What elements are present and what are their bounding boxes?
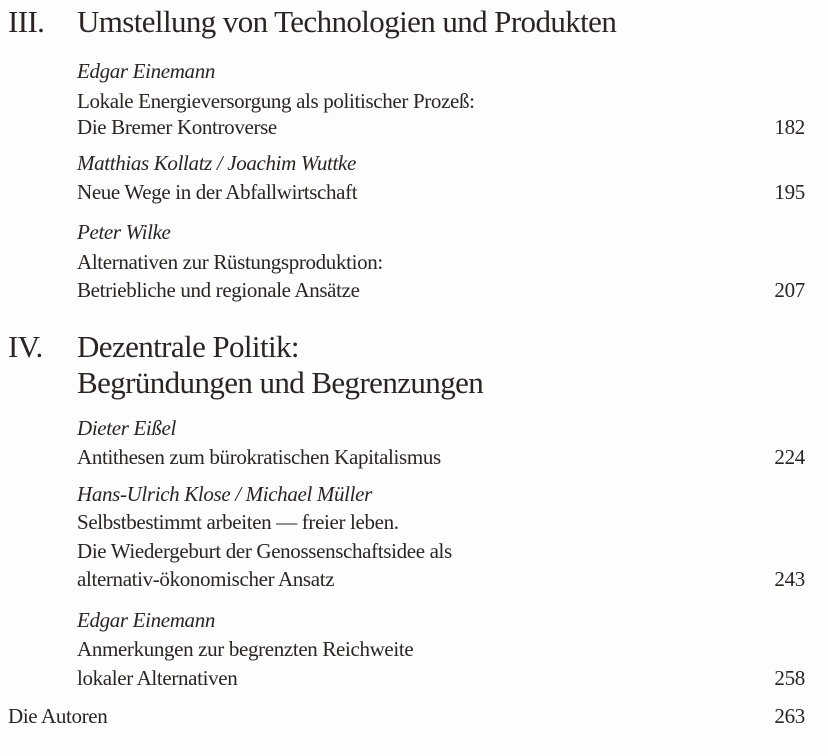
section-numeral: III. (8, 4, 45, 39)
section-title: Umstellung von Technologien und Produkte… (77, 4, 617, 39)
page-number: 263 (774, 704, 805, 728)
page-number: 207 (774, 278, 805, 302)
entry-title: Anmerkungen zur begrenzten Reichweite (77, 637, 414, 661)
appendix-label: Die Autoren (8, 704, 108, 728)
page-number: 195 (774, 180, 805, 204)
entry-author: Peter Wilke (77, 220, 171, 244)
entry-title: Neue Wege in der Abfallwirtschaft (77, 180, 358, 204)
entry-title: alternativ-ökonomischer Ansatz (77, 567, 335, 591)
entry-title: Antithesen zum bürokratischen Kapitalism… (77, 445, 441, 469)
entry-author: Matthias Kollatz / Joachim Wuttke (77, 151, 356, 175)
entry-author: Hans-Ulrich Klose / Michael Müller (77, 482, 372, 506)
section-title: Begründungen und Begrenzungen (77, 365, 484, 400)
entry-title: Lokale Energieversorgung als politischer… (77, 89, 475, 113)
page-number: 182 (774, 115, 805, 139)
page-number: 258 (774, 666, 805, 690)
entry-title: Betriebliche und regionale Ansätze (77, 278, 360, 302)
entry-title: Die Wiedergeburt der Genossenschaftsidee… (77, 539, 452, 563)
page-number: 243 (774, 567, 805, 591)
page-number: 224 (774, 445, 805, 469)
entry-author: Edgar Einemann (77, 608, 215, 632)
entry-title: Alternativen zur Rüstungsproduktion: (77, 250, 383, 274)
entry-title: Die Bremer Kontroverse (77, 115, 277, 139)
entry-title: Selbstbestimmt arbeiten — freier leben. (77, 510, 399, 534)
entry-author: Edgar Einemann (77, 59, 215, 83)
section-title: Dezentrale Politik: (77, 329, 299, 364)
entry-author: Dieter Eißel (77, 416, 177, 440)
section-numeral: IV. (8, 329, 43, 364)
entry-title: lokaler Alternativen (77, 666, 238, 690)
